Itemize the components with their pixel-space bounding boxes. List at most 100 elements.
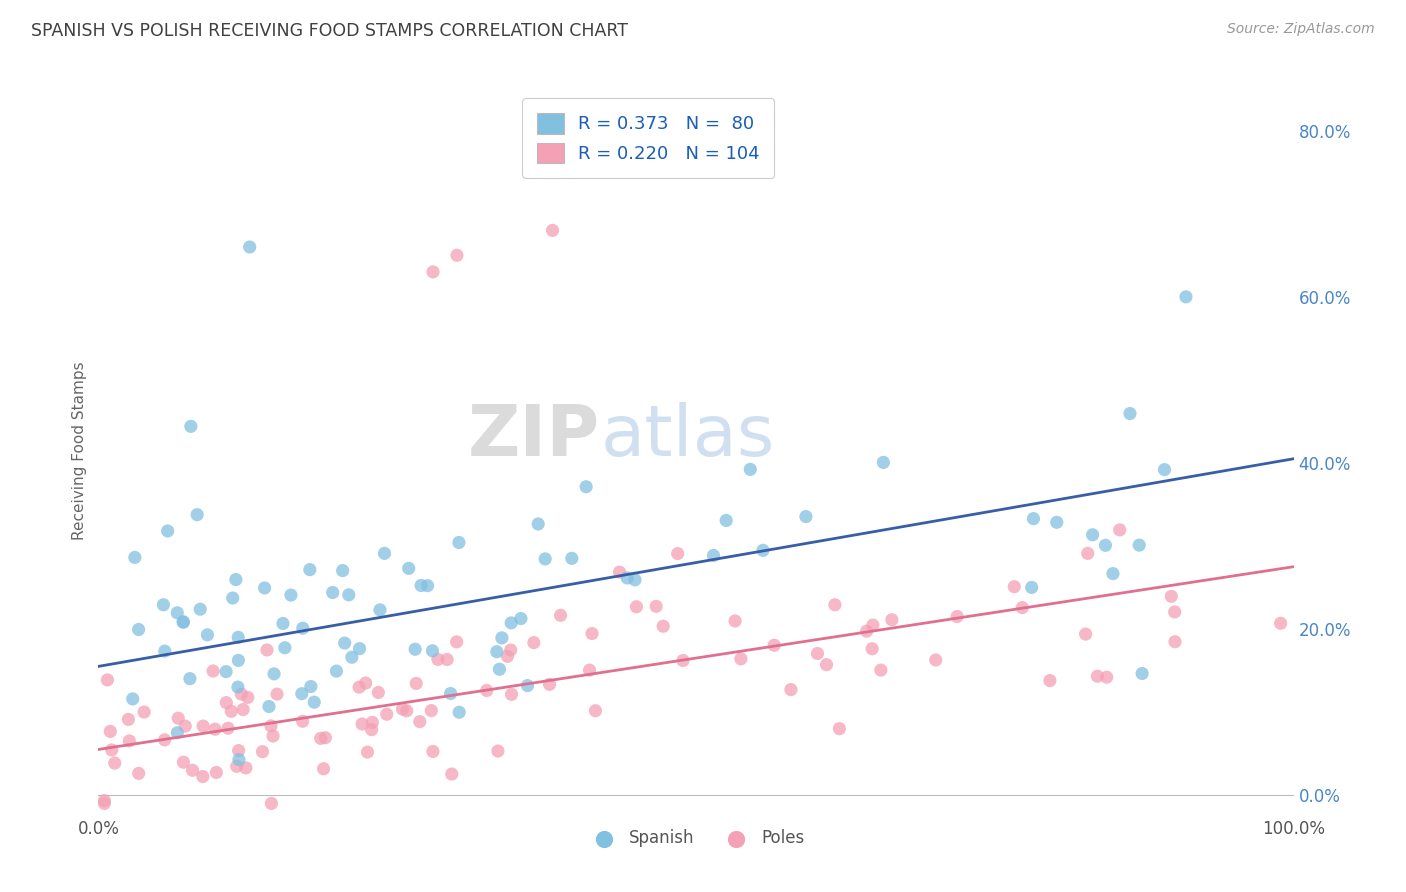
Point — [271, 616, 294, 631]
Point — [360, 723, 382, 737]
Point — [205, 765, 228, 780]
Point — [1160, 590, 1182, 604]
Point — [752, 543, 775, 558]
Point — [226, 631, 249, 645]
Point — [523, 635, 546, 649]
Point — [724, 614, 747, 628]
Point — [855, 624, 877, 639]
Point — [1164, 605, 1187, 619]
Point — [314, 731, 336, 745]
Point — [1095, 670, 1118, 684]
Point — [204, 723, 226, 737]
Point — [1102, 566, 1125, 581]
Point — [1175, 290, 1198, 304]
Point — [411, 578, 433, 592]
Point — [156, 524, 179, 538]
Point — [860, 641, 883, 656]
Point — [626, 599, 648, 614]
Point — [298, 563, 321, 577]
Point — [172, 756, 194, 770]
Point — [325, 664, 347, 678]
Point — [235, 761, 257, 775]
Point — [236, 690, 259, 705]
Point — [228, 743, 250, 757]
Point — [395, 704, 418, 718]
Point — [1081, 528, 1104, 542]
Point — [354, 676, 377, 690]
Point — [226, 680, 249, 694]
Point — [794, 509, 817, 524]
Point — [100, 743, 122, 757]
Point — [179, 672, 201, 686]
Point — [581, 626, 603, 640]
Point — [730, 652, 752, 666]
Point — [167, 711, 190, 725]
Point — [446, 635, 468, 649]
Point — [367, 685, 389, 699]
Point — [609, 565, 631, 579]
Point — [486, 744, 509, 758]
Point — [96, 673, 118, 687]
Point — [405, 676, 427, 690]
Point — [361, 715, 384, 730]
Point — [153, 644, 176, 658]
Point — [763, 638, 786, 652]
Point — [118, 734, 141, 748]
Point — [1130, 666, 1153, 681]
Point — [121, 692, 143, 706]
Point — [368, 603, 391, 617]
Point — [180, 419, 202, 434]
Point — [538, 677, 561, 691]
Point — [93, 797, 115, 811]
Point — [352, 717, 374, 731]
Point — [124, 550, 146, 565]
Point — [496, 649, 519, 664]
Point — [740, 462, 762, 476]
Point — [291, 687, 314, 701]
Point — [501, 615, 523, 630]
Point — [1077, 546, 1099, 560]
Point — [231, 687, 253, 701]
Point — [447, 535, 470, 549]
Point — [356, 745, 378, 759]
Point — [215, 665, 238, 679]
Point — [398, 561, 420, 575]
Point — [534, 552, 557, 566]
Point — [585, 704, 607, 718]
Point — [1270, 616, 1292, 631]
Point — [153, 732, 176, 747]
Point — [449, 706, 471, 720]
Point — [440, 767, 463, 781]
Point — [221, 704, 243, 718]
Point — [404, 642, 426, 657]
Point — [333, 636, 356, 650]
Point — [1074, 627, 1097, 641]
Point — [181, 764, 204, 778]
Point — [312, 762, 335, 776]
Point — [391, 702, 413, 716]
Point — [616, 571, 638, 585]
Point — [422, 265, 444, 279]
Point — [322, 585, 344, 599]
Point — [420, 704, 443, 718]
Point — [714, 513, 737, 527]
Point — [446, 248, 468, 262]
Point — [166, 725, 188, 739]
Point — [128, 766, 150, 780]
Point — [291, 714, 314, 729]
Point — [266, 687, 288, 701]
Point — [1021, 581, 1043, 595]
Point — [152, 598, 174, 612]
Point — [485, 645, 508, 659]
Point — [815, 657, 838, 672]
Point — [1094, 538, 1116, 552]
Point — [575, 480, 598, 494]
Point — [499, 643, 522, 657]
Point — [516, 679, 538, 693]
Point — [217, 721, 239, 735]
Point — [488, 662, 510, 676]
Text: SPANISH VS POLISH RECEIVING FOOD STAMPS CORRELATION CHART: SPANISH VS POLISH RECEIVING FOOD STAMPS … — [31, 22, 628, 40]
Point — [256, 643, 278, 657]
Point — [117, 712, 139, 726]
Point — [262, 729, 284, 743]
